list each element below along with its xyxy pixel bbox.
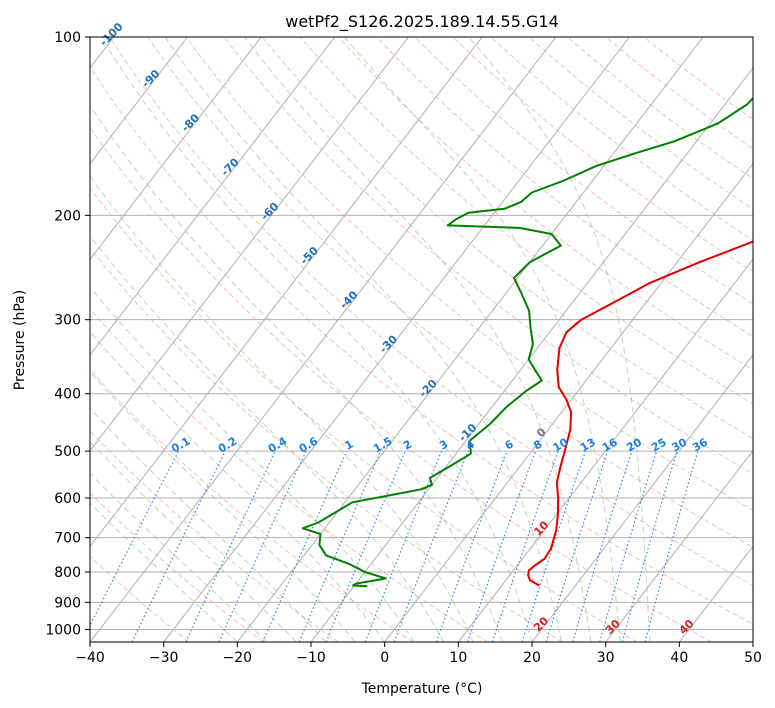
x-tick-label: 50 (744, 650, 762, 666)
dry-adiabat-line (90, 187, 638, 642)
dry-adiabat-line (376, 37, 753, 338)
dry-adiabat-line (90, 492, 264, 642)
isotherm-line (90, 37, 336, 356)
x-tick-label: −40 (75, 650, 105, 666)
mixing-ratio-line (572, 450, 633, 642)
mixing-ratio-line (393, 450, 469, 642)
mixing-ratio-line (621, 450, 678, 642)
isotherm-line (90, 37, 557, 642)
y-tick-label: 600 (54, 491, 81, 507)
isotherm-line (605, 449, 753, 642)
x-tick-label: 30 (597, 650, 615, 666)
y-tick-label: 400 (54, 387, 81, 403)
moist-adiabat-line (343, 37, 621, 642)
dry-adiabat-line (109, 37, 753, 586)
x-tick-label: 40 (670, 650, 688, 666)
dry-adiabat-line (299, 37, 753, 405)
y-tick-label: 100 (54, 30, 81, 46)
moist-adiabat-line (90, 502, 238, 642)
y-tick-label: 700 (54, 531, 81, 547)
y-tick-label: 900 (54, 595, 81, 611)
x-tick-label: 0 (380, 650, 389, 666)
y-tick-label: 300 (54, 313, 81, 329)
moist-adiabat-line (90, 175, 474, 642)
moist-adiabat-line (100, 37, 533, 642)
isotherm-line (457, 258, 753, 642)
mixing-ratio-line (545, 450, 609, 642)
mixing-ratio-line (298, 450, 382, 642)
dry-adiabat-line (90, 368, 414, 642)
mixing-ratio-line (644, 450, 699, 642)
moist-adiabat-line (90, 371, 356, 642)
isotherm-line (90, 37, 483, 548)
x-axis: −40 −30 −20 −10 0 10 20 30 40 50 (75, 642, 762, 666)
profile-series (301, 96, 753, 588)
dry-adiabat-line (90, 247, 563, 642)
x-axis-title: Temperature (°C) (361, 681, 483, 697)
moist-adiabat-line (90, 407, 327, 642)
mixing-ratio-line (491, 450, 559, 642)
moist-adiabat-line (90, 104, 503, 642)
y-tick-label: 800 (54, 565, 81, 581)
moist-adiabat-line (90, 235, 445, 642)
mixing-ratio-line (90, 450, 180, 628)
y-tick-label: 500 (54, 444, 81, 460)
isotherm-line (236, 37, 704, 642)
y-axis: 100 200 300 400 500 600 700 800 900 1000 (45, 30, 90, 638)
isotherm-line (90, 37, 262, 261)
moist-adiabat-line (90, 330, 386, 642)
isotherm-line (384, 162, 753, 642)
temperature-profile-line (527, 240, 753, 587)
isotherm-line (531, 354, 753, 642)
moist-adiabat-line (164, 37, 562, 642)
mixing-ratio-line (521, 450, 587, 642)
moist-adiabat-line (90, 472, 268, 642)
isotherm-line (90, 37, 188, 165)
mixing-ratio-line (131, 450, 226, 642)
x-tick-label: −30 (149, 650, 179, 666)
isotherm-line (90, 37, 409, 452)
moist-adiabat-line (90, 440, 297, 642)
y-tick-label: 200 (54, 208, 81, 224)
mixing-ratio-line (599, 450, 658, 642)
x-tick-label: −10 (296, 650, 326, 666)
mixing-ratio-line (435, 450, 508, 642)
y-axis-title: Pressure (hPa) (12, 290, 28, 390)
x-tick-label: 10 (449, 650, 467, 666)
plot-frame (89, 36, 754, 643)
mixing-ratio-line (325, 450, 406, 642)
mixing-ratio-line (466, 450, 537, 642)
isotherm-line (163, 37, 630, 642)
dry-adiabat-line (90, 555, 190, 642)
dry-adiabat-line (414, 37, 753, 305)
chart-title: wetPf2_S126.2025.189.14.55.G14 (285, 12, 559, 32)
moist-adiabat-line (244, 37, 592, 642)
dry-adiabat-line (185, 37, 753, 511)
x-tick-label: 20 (523, 650, 541, 666)
x-tick-label: −20 (223, 650, 253, 666)
isotherm-line (310, 67, 753, 642)
reference-lines (90, 37, 753, 642)
y-tick-label: 1000 (45, 622, 81, 638)
dry-adiabat-line (90, 65, 753, 625)
dry-adiabat-line (90, 307, 488, 642)
mixing-ratio-line (364, 450, 443, 642)
mixing-ratio-line (262, 450, 348, 642)
dry-adiabat-line (261, 37, 753, 440)
moist-adiabat-line (468, 37, 651, 642)
dewpoint-profile-line (301, 96, 753, 588)
